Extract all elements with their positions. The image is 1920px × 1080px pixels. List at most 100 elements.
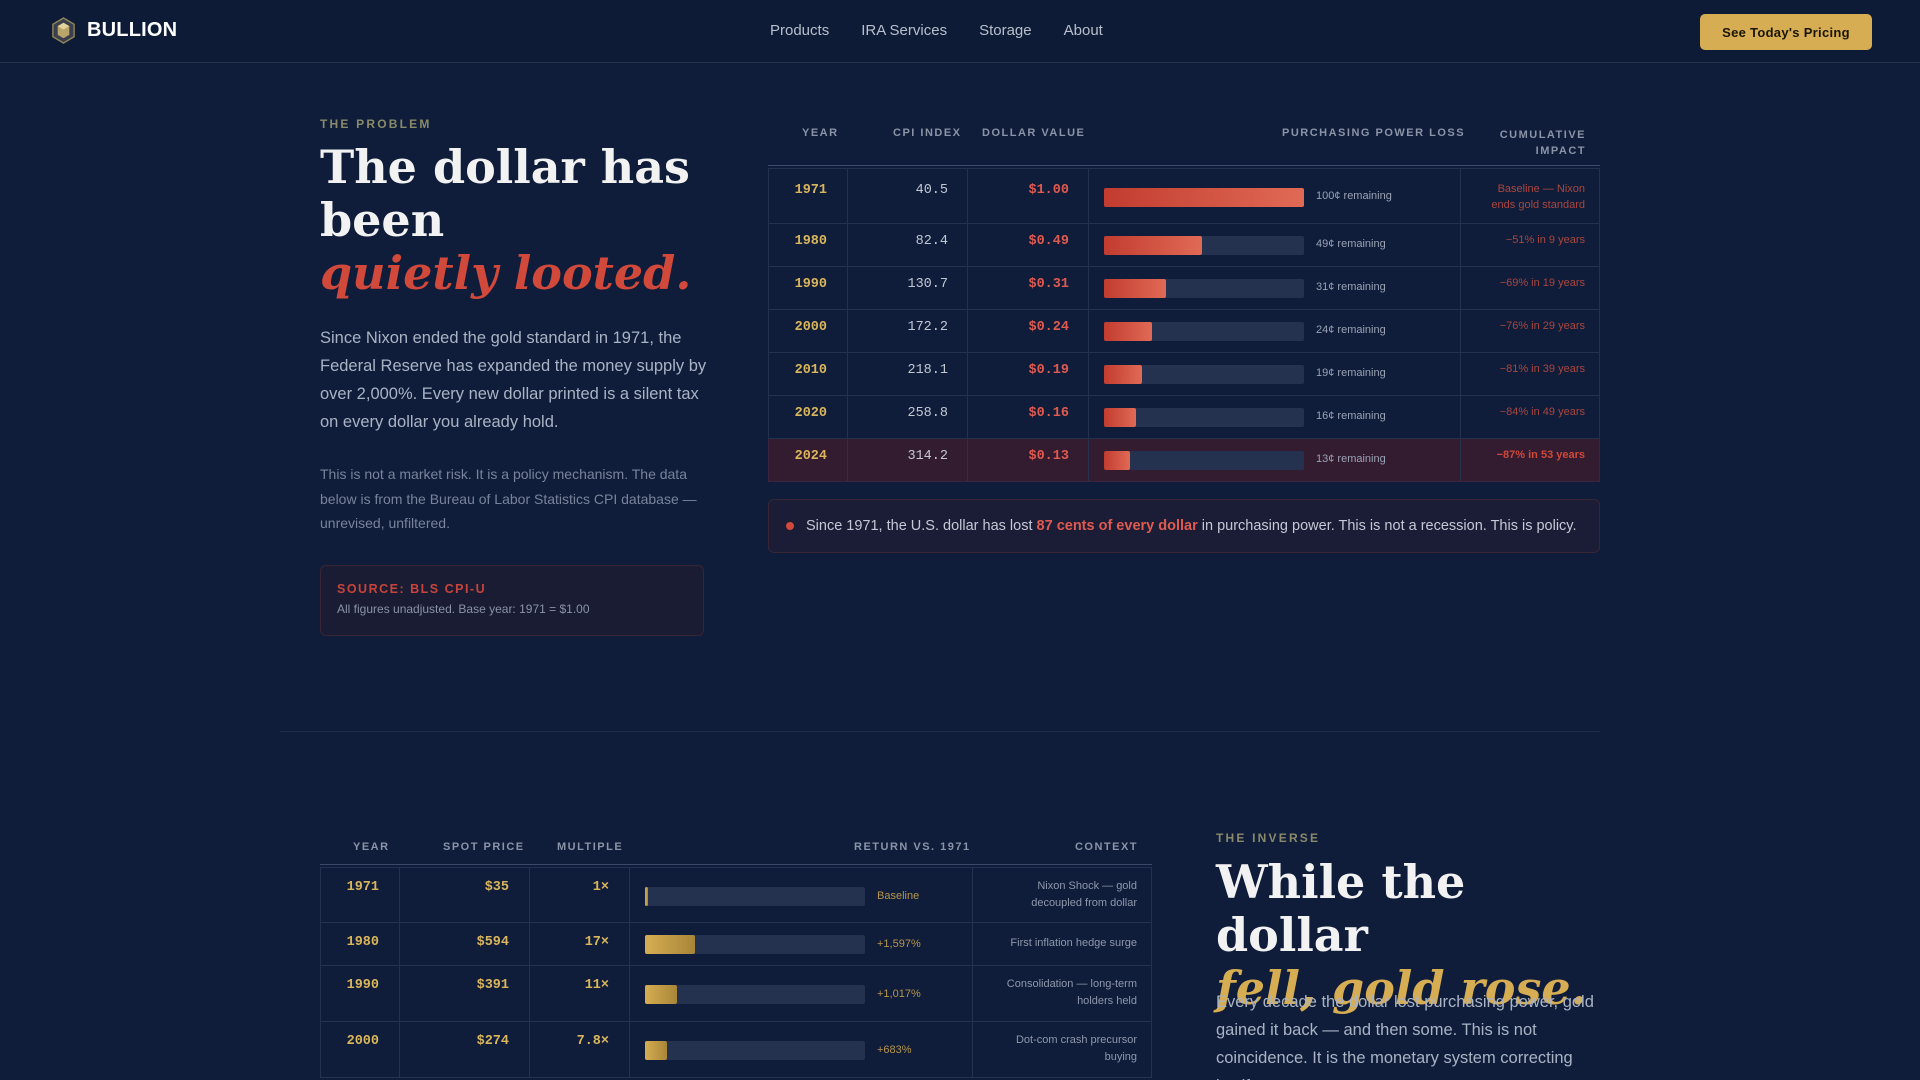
col-multiple: MULTIPLE: [557, 841, 624, 853]
source-note: All figures unadjusted. Base year: 1971 …: [337, 602, 590, 616]
purchasing-power-fill: [1104, 365, 1142, 384]
context-cell: Nixon Shock — gold decoupled from dollar: [1031, 880, 1137, 909]
problem-subtext: This is not a market risk. It is a polic…: [320, 466, 697, 531]
hexagon-logo-icon: [52, 17, 75, 44]
nav-link-storage[interactable]: Storage: [979, 22, 1032, 39]
year-cell: 2000: [794, 320, 827, 335]
brand-logo[interactable]: BULLION: [50, 17, 177, 44]
nav-link-ira-services[interactable]: IRA Services: [861, 22, 948, 39]
purchasing-power-fill: [1104, 236, 1202, 255]
cumulative-impact-cell: −51% in 9 years: [1505, 234, 1585, 246]
dollar-value-cell: $1.00: [1028, 183, 1069, 198]
table-row: 2000 $274 7.8× +683% Dot-com crash precu…: [320, 1022, 1152, 1078]
table-row: 1971 $35 1× Baseline Nixon Shock — gold …: [320, 867, 1152, 923]
remaining-label: 100¢ remaining: [1316, 190, 1392, 202]
spot-price-cell: $274: [476, 1034, 509, 1049]
context-cell: Consolidation — long-term holders held: [1006, 978, 1137, 1007]
col-spot-price: SPOT PRICE: [443, 841, 525, 853]
purchasing-power-bar: [1104, 188, 1304, 207]
gold-return-bar: [645, 1041, 865, 1060]
inverse-headline: While the dollar fell, gold rose.: [1216, 856, 1616, 1015]
purchasing-power-fill: [1104, 188, 1304, 207]
purchasing-power-fill: [1104, 451, 1130, 470]
table-row: 1990 130.7 $0.31 31¢ remaining −69% in 1…: [768, 267, 1600, 310]
year-cell: 2000: [346, 1034, 379, 1049]
spot-price-cell: $594: [476, 935, 509, 950]
purchasing-power-bar: [1104, 408, 1304, 427]
year-cell: 2024: [794, 449, 827, 464]
purchasing-power-fill: [1104, 408, 1136, 427]
return-label: +683%: [877, 1044, 912, 1056]
problem-lead: Since Nixon ended the gold standard in 1…: [320, 329, 707, 431]
year-cell: 1980: [346, 935, 379, 950]
remaining-label: 24¢ remaining: [1316, 324, 1386, 336]
cpi-cell: 130.7: [907, 277, 948, 292]
dollar-value-cell: $0.49: [1028, 234, 1069, 249]
remaining-label: 16¢ remaining: [1316, 410, 1386, 422]
cpi-cell: 314.2: [907, 449, 948, 464]
year-cell: 1990: [794, 277, 827, 292]
headline-accent: fell, gold rose.: [1216, 961, 1587, 1015]
spot-price-cell: $35: [484, 880, 509, 895]
headline-accent: quietly looted.: [320, 246, 692, 300]
dollar-value-cell: $0.13: [1028, 449, 1069, 464]
callout-after: in purchasing power. This is not a reces…: [1201, 518, 1577, 534]
return-label: +1,597%: [877, 938, 921, 950]
headline-main: The dollar has been: [320, 140, 690, 247]
year-cell: 1971: [346, 880, 379, 895]
table-body: 1971 40.5 $1.00 100¢ remaining Baseline …: [768, 168, 1600, 482]
table-row: 2024 314.2 $0.13 13¢ remaining −87% in 5…: [768, 439, 1600, 482]
inverse-eyebrow: THE INVERSE: [1216, 831, 1321, 845]
section-divider: [280, 731, 1600, 732]
cumulative-impact-cell: −84% in 49 years: [1499, 406, 1585, 418]
pricing-cta-button[interactable]: See Today's Pricing: [1700, 14, 1872, 50]
gold-return-fill: [645, 935, 695, 954]
table-body: 1971 $35 1× Baseline Nixon Shock — gold …: [320, 867, 1152, 1078]
gold-return-fill: [645, 887, 648, 906]
purchasing-power-bar: [1104, 279, 1304, 298]
purchasing-power-bar: [1104, 322, 1304, 341]
context-cell: Dot-com crash precursor buying: [1015, 1034, 1137, 1063]
col-cpi-index: CPI INDEX: [893, 127, 962, 139]
year-cell: 2020: [794, 406, 827, 421]
cpi-cell: 40.5: [915, 183, 948, 198]
purchasing-power-bar: [1104, 236, 1304, 255]
cpi-cell: 82.4: [915, 234, 948, 249]
col-return: RETURN VS. 1971: [854, 841, 971, 853]
headline-main: While the dollar: [1216, 855, 1466, 962]
dollar-value-cell: $0.31: [1028, 277, 1069, 292]
return-label: Baseline: [877, 890, 920, 902]
source-title: SOURCE: BLS CPI-U: [337, 582, 487, 596]
nav-links: Products IRA Services Storage About: [770, 22, 1135, 39]
cumulative-impact-cell: −81% in 39 years: [1499, 363, 1585, 375]
gold-price-table: YEAR SPOT PRICE MULTIPLE RETURN VS. 1971…: [320, 835, 1152, 1078]
col-year: YEAR: [802, 127, 839, 139]
purchasing-power-bar: [1104, 365, 1304, 384]
gold-return-bar: [645, 935, 865, 954]
year-cell: 1971: [794, 183, 827, 198]
cumulative-impact-cell: Baseline — Nixon ends gold standard: [1491, 183, 1585, 211]
col-context: CONTEXT: [1074, 841, 1138, 853]
callout-before: Since 1971, the U.S. dollar has lost: [806, 518, 1033, 534]
cpi-cell: 172.2: [907, 320, 948, 335]
cpi-cell: 258.8: [907, 406, 948, 421]
col-year: YEAR: [353, 841, 390, 853]
remaining-label: 19¢ remaining: [1316, 367, 1386, 379]
table-row: 1971 40.5 $1.00 100¢ remaining Baseline …: [768, 168, 1600, 224]
nav-link-products[interactable]: Products: [770, 22, 830, 39]
col-dollar-value: DOLLAR VALUE: [982, 127, 1086, 139]
nav-link-about[interactable]: About: [1063, 22, 1103, 39]
cumulative-impact-cell: −69% in 19 years: [1499, 277, 1585, 289]
multiple-cell: 11×: [584, 978, 609, 993]
remaining-label: 49¢ remaining: [1316, 238, 1386, 250]
inverse-lead: Every decade the dollar lost purchasing …: [1216, 993, 1594, 1080]
cumulative-impact-cell: −76% in 29 years: [1499, 320, 1585, 332]
col-cumulative-impact: CUMULATIVE IMPACT: [1499, 129, 1586, 157]
dollar-value-table: YEAR CPI INDEX DOLLAR VALUE PURCHASING P…: [768, 117, 1600, 482]
multiple-cell: 7.8×: [576, 1034, 609, 1049]
purchasing-power-fill: [1104, 322, 1152, 341]
gold-return-bar: [645, 985, 865, 1004]
brand-name: BULLION: [87, 19, 178, 41]
purchasing-power-bar: [1104, 451, 1304, 470]
loss-callout: Since 1971, the U.S. dollar has lost 87 …: [768, 499, 1600, 553]
